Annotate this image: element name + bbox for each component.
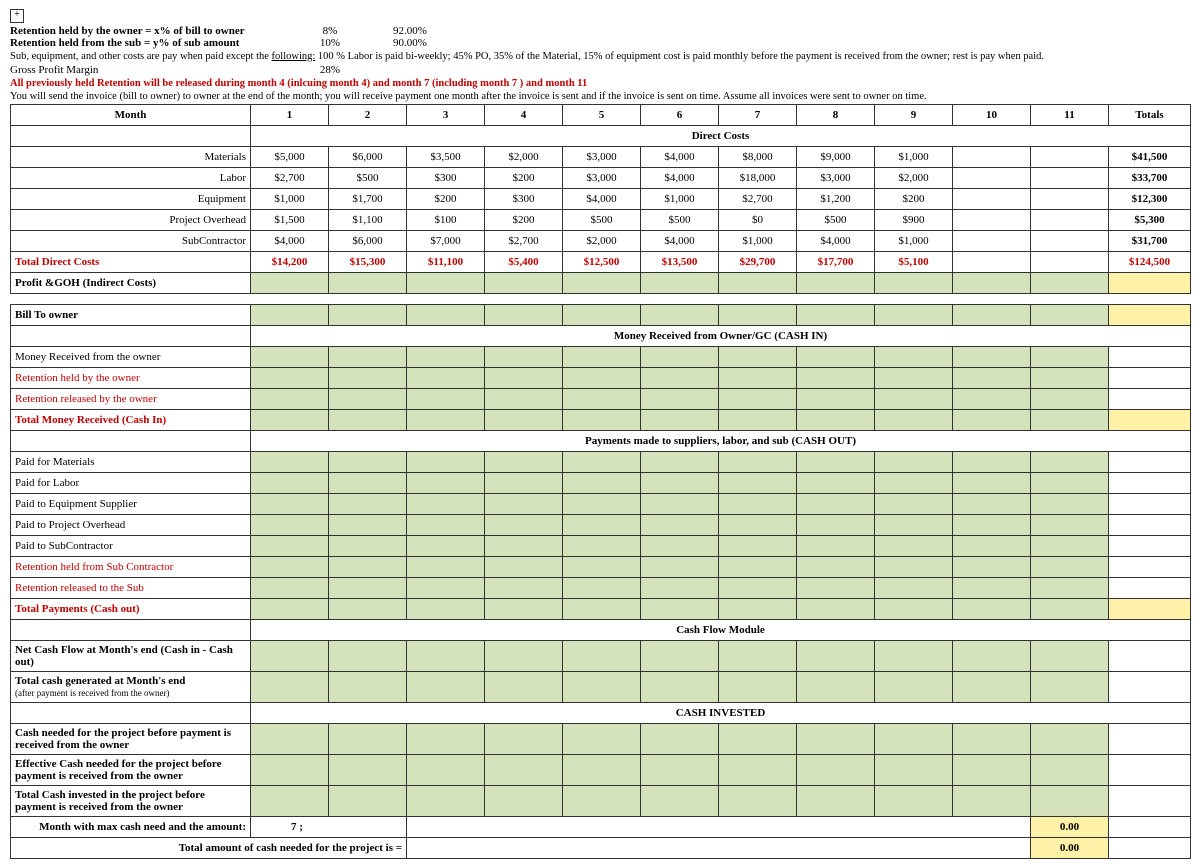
row-retention-released-sub: Retention released to the Sub bbox=[11, 578, 1191, 599]
month-1: 1 bbox=[251, 105, 329, 126]
month-header-row: Month 1 2 3 4 5 6 7 8 9 10 11 Totals bbox=[11, 105, 1191, 126]
retention-sub-label: Retention held from the sub = y% of sub … bbox=[10, 37, 290, 49]
cashflow-table: Month 1 2 3 4 5 6 7 8 9 10 11 Totals Dir… bbox=[10, 104, 1191, 859]
month-7: 7 bbox=[719, 105, 797, 126]
row-paid-sub: Paid to SubContractor bbox=[11, 536, 1191, 557]
row-total-needed: Total amount of cash needed for the proj… bbox=[11, 838, 1191, 859]
retention-sub-rem: 90.00% bbox=[370, 37, 450, 49]
row-retention-held-owner: Retention held by the owner bbox=[11, 368, 1191, 389]
month-3: 3 bbox=[407, 105, 485, 126]
retention-owner-rem: 92.00% bbox=[370, 25, 450, 37]
row-money-received: Money Received from the owner bbox=[11, 347, 1191, 368]
row-paid-overhead: Paid to Project Overhead bbox=[11, 515, 1191, 536]
gross-margin-label: Gross Profit Margin bbox=[10, 64, 290, 76]
month-4: 4 bbox=[485, 105, 563, 126]
row-retention-held-sub: Retention held from Sub Contractor bbox=[11, 557, 1191, 578]
row-overhead: Project Overhead$1,500$1,100$100$200$500… bbox=[11, 210, 1191, 231]
expand-icon[interactable]: + bbox=[10, 9, 24, 23]
row-total-invested: Total Cash invested in the project befor… bbox=[11, 786, 1191, 817]
retention-owner-label: Retention held by the owner = x% of bill… bbox=[10, 25, 290, 37]
row-labor: Labor$2,700$500$300$200$3,000$4,000$18,0… bbox=[11, 168, 1191, 189]
row-total-cash-in: Total Money Received (Cash In) bbox=[11, 410, 1191, 431]
payment-note: Sub, equipment, and other costs are pay … bbox=[10, 51, 1190, 62]
row-cash-needed: Cash needed for the project before payme… bbox=[11, 724, 1191, 755]
row-paid-labor: Paid for Labor bbox=[11, 473, 1191, 494]
cash-invested-hdr: CASH INVESTED bbox=[251, 703, 1191, 724]
row-paid-equipment: Paid to Equipment Supplier bbox=[11, 494, 1191, 515]
gross-margin-pct: 28% bbox=[290, 64, 370, 76]
totals-hdr: Totals bbox=[1109, 105, 1191, 126]
month-5: 5 bbox=[563, 105, 641, 126]
cash-out-hdr: Payments made to suppliers, labor, and s… bbox=[251, 431, 1191, 452]
invoice-note: You will send the invoice (bill to owner… bbox=[10, 91, 1190, 102]
month-8: 8 bbox=[797, 105, 875, 126]
direct-costs-hdr: Direct Costs bbox=[251, 126, 1191, 147]
month-6: 6 bbox=[641, 105, 719, 126]
row-total-cash-out: Total Payments (Cash out) bbox=[11, 599, 1191, 620]
row-paid-materials: Paid for Materials bbox=[11, 452, 1191, 473]
cash-in-hdr: Money Received from Owner/GC (CASH IN) bbox=[251, 326, 1191, 347]
month-9: 9 bbox=[875, 105, 953, 126]
row-total-cash-gen: Total cash generated at Month's end(afte… bbox=[11, 672, 1191, 703]
row-profit: Profit &GOH (Indirect Costs) bbox=[11, 273, 1191, 294]
row-net-cash-flow: Net Cash Flow at Month's end (Cash in - … bbox=[11, 641, 1191, 672]
row-subcontractor: SubContractor$4,000$6,000$7,000$2,700$2,… bbox=[11, 231, 1191, 252]
row-max-cash: Month with max cash need and the amount:… bbox=[11, 817, 1191, 838]
row-eff-cash: Effective Cash needed for the project be… bbox=[11, 755, 1191, 786]
month-11: 11 bbox=[1031, 105, 1109, 126]
month-2: 2 bbox=[329, 105, 407, 126]
retention-sub-pct: 10% bbox=[290, 37, 370, 49]
cash-flow-hdr: Cash Flow Module bbox=[251, 620, 1191, 641]
month-10: 10 bbox=[953, 105, 1031, 126]
row-equipment: Equipment$1,000$1,700$200$300$4,000$1,00… bbox=[11, 189, 1191, 210]
retention-release-note: All previously held Retention will be re… bbox=[10, 78, 1190, 89]
row-retention-released-owner: Retention released by the owner bbox=[11, 389, 1191, 410]
row-bill-owner: Bill To owner bbox=[11, 305, 1191, 326]
retention-owner-pct: 8% bbox=[290, 25, 370, 37]
row-materials: Materials$5,000$6,000$3,500$2,000$3,000$… bbox=[11, 147, 1191, 168]
month-label: Month bbox=[11, 105, 251, 126]
row-total-direct: Total Direct Costs$14,200$15,300$11,100$… bbox=[11, 252, 1191, 273]
